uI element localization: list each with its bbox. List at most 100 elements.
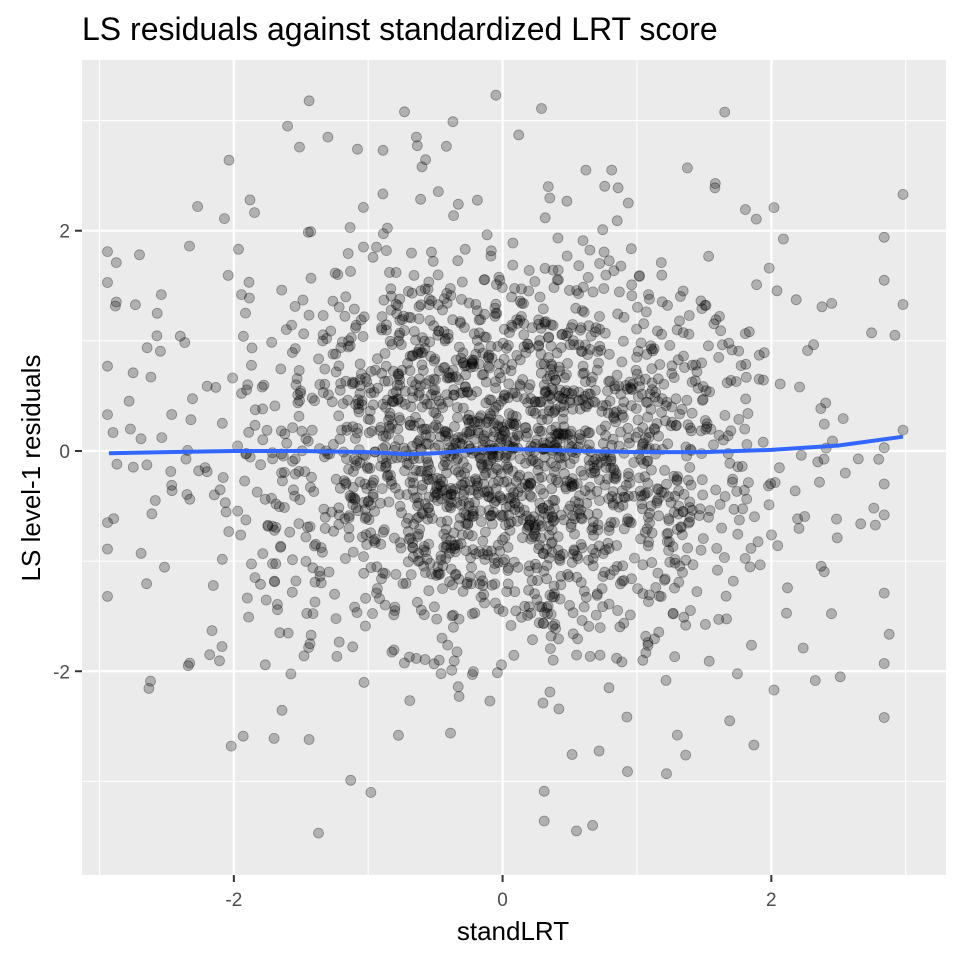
data-point: [624, 609, 636, 621]
data-point: [681, 394, 693, 406]
data-point: [536, 471, 548, 483]
data-point: [571, 550, 583, 562]
data-point: [538, 548, 549, 560]
data-point: [414, 465, 426, 477]
data-point: [471, 305, 483, 317]
data-point: [508, 487, 519, 499]
data-point: [423, 459, 435, 471]
data-point: [653, 590, 665, 602]
data-point: [713, 351, 725, 363]
data-point: [220, 506, 232, 518]
data-point: [416, 359, 428, 371]
data-point: [376, 483, 388, 495]
data-point: [452, 412, 463, 423]
data-point: [550, 374, 561, 386]
data-point: [539, 607, 550, 618]
data-point: [572, 553, 584, 564]
data-point: [482, 351, 494, 363]
data-point: [708, 318, 720, 330]
data-point: [602, 537, 614, 549]
data-point: [600, 544, 611, 556]
data-point: [418, 541, 430, 552]
data-point: [552, 544, 564, 556]
data-point: [464, 476, 476, 488]
data-point: [335, 378, 347, 389]
data-point: [610, 473, 621, 485]
data-point: [610, 468, 622, 480]
data-point: [663, 491, 675, 503]
data-point: [244, 194, 256, 206]
data-point: [450, 483, 462, 495]
data-point: [367, 608, 378, 619]
data-point: [626, 290, 638, 302]
data-point: [269, 576, 281, 588]
data-point: [661, 536, 673, 547]
data-point: [432, 487, 443, 499]
data-point: [300, 556, 312, 567]
data-point: [408, 518, 420, 530]
data-point: [470, 548, 482, 560]
data-point: [495, 509, 507, 521]
data-point: [333, 502, 345, 514]
data-point: [377, 228, 389, 240]
data-point: [407, 471, 419, 483]
data-point: [602, 473, 613, 485]
data-point: [440, 542, 452, 554]
data-point: [356, 399, 368, 411]
data-point: [343, 510, 355, 521]
data-point: [553, 427, 564, 439]
data-point: [460, 518, 472, 529]
data-point: [292, 397, 304, 409]
data-point: [479, 526, 491, 538]
data-point: [696, 303, 708, 315]
data-point: [601, 455, 612, 467]
data-point: [616, 575, 628, 587]
data-point: [522, 427, 533, 439]
data-point: [410, 464, 422, 476]
data-point: [111, 458, 123, 470]
data-point: [710, 314, 722, 326]
data-point: [523, 565, 535, 577]
data-point: [673, 485, 684, 497]
data-point: [493, 399, 504, 411]
data-point: [432, 269, 444, 281]
data-point: [187, 393, 198, 405]
data-point: [506, 319, 517, 331]
data-point: [595, 456, 606, 468]
data-point: [604, 375, 616, 387]
data-point: [547, 494, 559, 506]
data-point: [494, 545, 506, 557]
data-point: [753, 373, 765, 385]
data-point: [216, 553, 228, 565]
data-point: [463, 409, 475, 421]
data-point: [465, 361, 477, 373]
data-point: [643, 431, 655, 443]
data-point: [587, 544, 599, 555]
data-point: [523, 481, 535, 493]
data-point: [398, 310, 410, 322]
data-point: [502, 339, 514, 351]
data-point: [772, 540, 784, 552]
data-point: [554, 593, 566, 605]
data-point: [323, 566, 335, 578]
data-point: [487, 452, 499, 464]
data-point: [547, 407, 559, 419]
data-point: [684, 422, 696, 434]
data-point: [608, 472, 620, 484]
data-point: [364, 405, 376, 417]
data-point: [450, 437, 462, 449]
data-point: [495, 468, 507, 480]
data-point: [660, 675, 672, 686]
data-point: [726, 344, 738, 356]
data-point: [516, 611, 527, 623]
data-point: [628, 457, 640, 468]
data-point: [463, 497, 475, 509]
data-point: [406, 440, 418, 452]
data-point: [420, 154, 432, 166]
data-point: [489, 563, 500, 575]
data-point: [479, 469, 491, 481]
data-point: [546, 524, 558, 536]
data-point: [561, 250, 573, 262]
data-point: [439, 361, 451, 373]
data-point: [525, 405, 537, 417]
